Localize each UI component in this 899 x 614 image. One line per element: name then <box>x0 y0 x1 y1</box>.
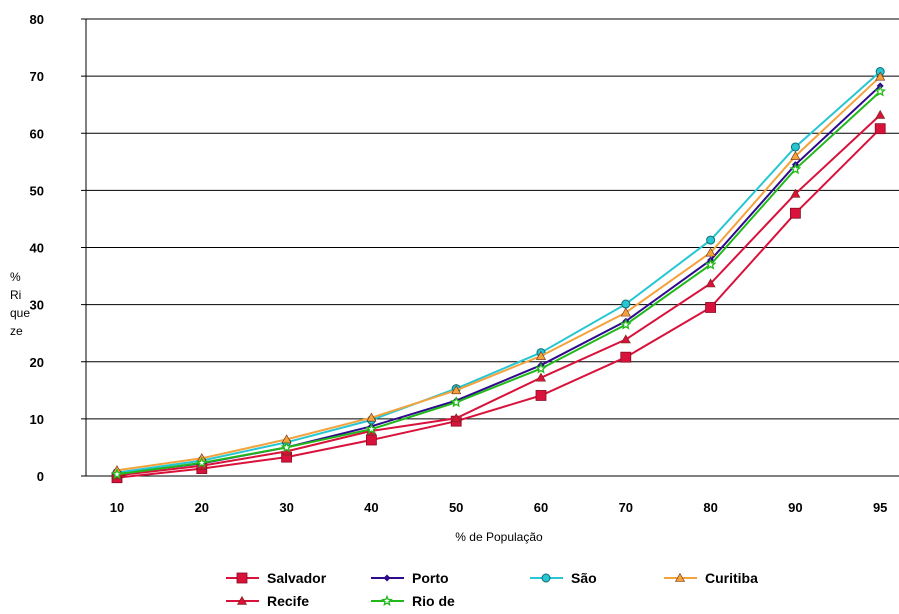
data-point <box>790 150 801 160</box>
data-point <box>383 574 391 582</box>
x-axis-title: % de População <box>455 530 543 544</box>
data-point <box>195 456 208 468</box>
y-axis-title-line: Ri <box>10 288 21 302</box>
y-tick-label: 30 <box>30 298 44 313</box>
data-point <box>874 85 887 97</box>
data-point <box>706 235 716 245</box>
x-tick-label: 10 <box>110 500 124 515</box>
x-tick-labels: 10 20 30 40 50 60 70 80 90 95 <box>110 500 888 515</box>
data-point <box>704 258 717 270</box>
data-point <box>451 413 462 423</box>
x-tick-label: 60 <box>534 500 548 515</box>
data-point <box>450 396 463 408</box>
series-rio-de <box>111 85 887 480</box>
series-lines <box>111 67 887 484</box>
data-point <box>535 372 547 382</box>
data-point <box>365 434 377 446</box>
series-porto <box>113 82 884 478</box>
legend-item-rio-de: Rio de <box>371 593 455 609</box>
x-tick-label: 50 <box>449 500 463 515</box>
series-curitiba <box>111 71 886 475</box>
gridlines <box>81 18 899 477</box>
data-point <box>619 318 632 330</box>
y-tick-label: 0 <box>37 469 44 484</box>
data-point <box>790 142 800 152</box>
x-tick-label: 90 <box>788 500 802 515</box>
data-point <box>535 350 547 360</box>
data-point <box>620 307 631 317</box>
data-point <box>790 207 801 219</box>
series-line <box>116 85 881 475</box>
x-tick-label: 80 <box>703 500 717 515</box>
data-point <box>875 109 886 119</box>
series-line <box>116 90 881 476</box>
legend-label: Salvador <box>267 570 327 586</box>
x-tick-label: 40 <box>364 500 378 515</box>
y-tick-label: 40 <box>30 241 44 256</box>
y-tick-label: 50 <box>30 183 44 198</box>
x-tick-label: 95 <box>873 500 887 515</box>
y-tick-label: 60 <box>30 126 44 141</box>
data-point <box>705 302 716 313</box>
data-point <box>705 247 716 257</box>
data-point <box>236 595 248 605</box>
data-point <box>790 188 801 198</box>
data-point <box>366 412 377 422</box>
legend-label: Porto <box>412 570 449 586</box>
series-line <box>116 127 881 479</box>
data-point <box>620 351 632 363</box>
y-tick-labels: 0 10 20 30 40 50 60 70 80 <box>30 12 44 484</box>
series-recife <box>111 109 886 480</box>
y-tick-label: 10 <box>30 412 44 427</box>
data-point <box>381 594 393 607</box>
legend-label: Rio de <box>412 593 455 609</box>
data-point <box>365 422 378 435</box>
data-point <box>541 573 551 583</box>
data-point <box>874 123 886 135</box>
y-tick-label: 20 <box>30 355 44 370</box>
legend-item-são: São <box>530 570 597 586</box>
x-tick-label: 30 <box>279 500 293 515</box>
legend-item-recife: Recife <box>226 593 309 609</box>
x-tick-label: 70 <box>619 500 633 515</box>
y-tick-label: 70 <box>30 69 44 84</box>
data-point <box>236 572 248 584</box>
series-line <box>116 75 881 472</box>
series-são <box>112 67 885 478</box>
legend-label: São <box>571 570 597 586</box>
y-axis-title-line: ze <box>10 324 23 338</box>
data-point <box>705 278 716 288</box>
series-line <box>116 114 881 477</box>
y-axis-title: % Ri que ze <box>10 270 30 338</box>
series-line <box>116 70 881 474</box>
x-tick-label: 20 <box>195 500 209 515</box>
data-point <box>451 385 462 395</box>
data-point <box>875 71 886 81</box>
legend-item-curitiba: Curitiba <box>664 570 758 586</box>
y-axis-title-line: % <box>10 270 21 284</box>
legend-item-porto: Porto <box>371 570 449 586</box>
data-point <box>535 362 547 374</box>
data-point <box>620 334 631 344</box>
data-point <box>280 441 293 453</box>
data-point <box>111 468 123 480</box>
y-axis-title-line: que <box>10 306 30 320</box>
series-salvador <box>111 123 886 484</box>
data-point <box>621 299 631 309</box>
data-point <box>674 572 686 582</box>
legend-item-salvador: Salvador <box>226 570 327 586</box>
y-tick-label: 80 <box>30 12 44 27</box>
legend-label: Recife <box>267 593 309 609</box>
legend: Salvador Porto São Curitiba Recife Rio de <box>226 570 758 609</box>
legend-label: Curitiba <box>705 570 758 586</box>
data-point <box>535 390 547 401</box>
data-point <box>789 163 802 175</box>
